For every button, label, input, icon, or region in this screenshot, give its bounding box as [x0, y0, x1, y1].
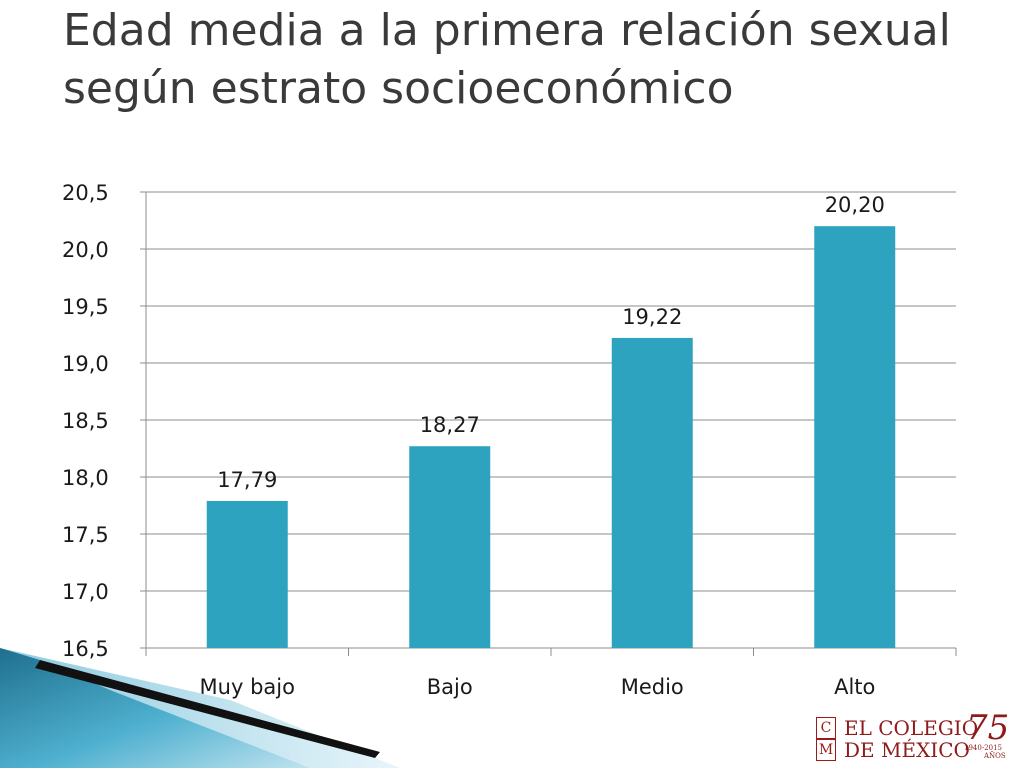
bar-muy-bajo	[206, 500, 288, 648]
y-tick-label: 19,0	[62, 352, 109, 376]
x-tick-label: Medio	[621, 675, 684, 699]
logo-years-range: 1940-2015	[964, 744, 1002, 752]
el-colegio-de-mexico-logo: C M EL COLEGIO DE MÉXICO 75 1940-2015 AÑ…	[816, 710, 1016, 764]
x-tick-label: Bajo	[427, 675, 473, 699]
bar-bajo	[409, 446, 491, 648]
y-tick-label: 17,5	[62, 523, 109, 547]
deco-black-stripe	[35, 660, 380, 758]
x-tick-label: Muy bajo	[200, 675, 295, 699]
y-tick-label: 18,0	[62, 466, 109, 490]
bar-value-label: 17,79	[217, 468, 277, 492]
x-tick-label: Alto	[834, 675, 875, 699]
y-tick-label: 20,0	[62, 238, 109, 262]
logo-line-2: DE MÉXICO	[844, 738, 970, 762]
bar-medio	[611, 337, 693, 648]
bars	[206, 226, 896, 648]
data-labels: 17,79 18,27 19,22 20,20	[217, 193, 885, 492]
y-tick-label: 17,0	[62, 580, 109, 604]
logo-anos: AÑOS	[984, 752, 1006, 760]
bar-value-label: 20,20	[825, 193, 885, 217]
y-tick-label: 20,5	[62, 181, 109, 205]
bar-value-label: 19,22	[622, 305, 682, 329]
y-tick-label: 19,5	[62, 295, 109, 319]
axes: 16,5 17,0 17,5 18,0 18,5 19,0 19,5 20,0 20,5 Muy …	[62, 181, 957, 699]
y-tick-label: 18,5	[62, 409, 109, 433]
corner-decoration	[0, 648, 400, 768]
logo-line-1: EL COLEGIO	[844, 716, 979, 740]
logo-box-c: C	[816, 717, 836, 739]
slide-title: Edad media a la primera relación sexual …	[63, 5, 951, 114]
bar-value-label: 18,27	[420, 413, 480, 437]
y-tick-label: 16,5	[62, 637, 109, 661]
bar-alto	[814, 226, 896, 648]
logo-anniversary-number: 75	[966, 708, 1010, 748]
logo-box-m: M	[816, 739, 836, 761]
